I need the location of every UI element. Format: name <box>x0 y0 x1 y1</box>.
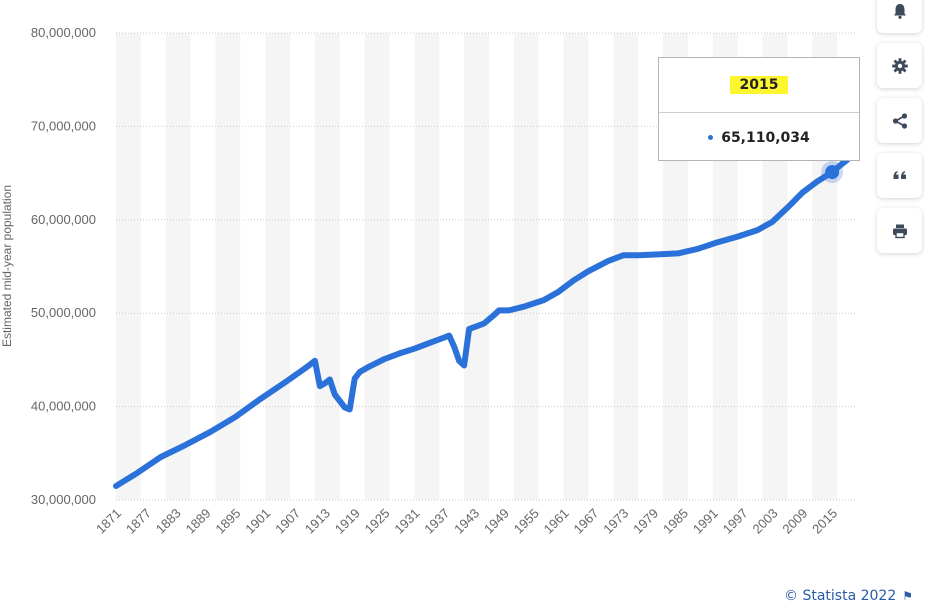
highlight-point[interactable] <box>825 165 840 180</box>
share-button[interactable] <box>877 98 922 143</box>
notification-button[interactable] <box>877 0 922 33</box>
y-axis-ticks: 30,000,000 40,000,000 50,000,000 60,000,000… <box>31 25 96 507</box>
x-tick-label: 1895 <box>212 506 243 537</box>
population-series-line[interactable] <box>113 157 851 489</box>
plot-bands <box>116 33 838 500</box>
tooltip-value: 65,110,034 <box>721 129 810 146</box>
plot-band <box>265 33 291 500</box>
y-tick-label: 30,000,000 <box>31 492 96 507</box>
plot-band <box>364 33 390 500</box>
plot-band <box>116 33 141 500</box>
plot-band <box>414 33 440 500</box>
x-tick-label: 1991 <box>690 506 721 537</box>
x-tick-label: 1925 <box>362 506 393 537</box>
x-tick-label: 1889 <box>183 506 214 537</box>
x-tick-label: 1997 <box>720 506 751 537</box>
flag-icon: ⚑ <box>902 589 913 603</box>
statista-credit[interactable]: © Statista 2022 ⚑ <box>784 588 913 604</box>
tooltip-year: 2015 <box>729 76 789 94</box>
cite-button[interactable] <box>877 153 922 198</box>
y-tick-label: 40,000,000 <box>31 399 96 414</box>
plot-band <box>613 33 639 500</box>
tooltip-series-dot <box>708 135 714 140</box>
x-tick-label: 1883 <box>153 506 184 537</box>
x-tick-label: 1949 <box>481 506 512 537</box>
y-axis-label: Estimated mid-year population <box>0 185 14 347</box>
tooltip-header: 2015 <box>659 58 859 113</box>
x-tick-label: 1871 <box>93 506 124 537</box>
quote-icon <box>893 170 906 179</box>
x-tick-label: 2015 <box>809 506 840 537</box>
x-tick-label: 1973 <box>600 506 631 537</box>
x-tick-label: 1913 <box>302 506 333 537</box>
x-axis-ticks: 1871187718831889189519011907191319191925… <box>93 506 840 537</box>
x-tick-label: 2009 <box>779 506 810 537</box>
grid-lines <box>116 32 857 501</box>
print-icon <box>892 224 907 238</box>
x-tick-label: 1907 <box>272 506 303 537</box>
x-tick-label: 1937 <box>421 506 452 537</box>
credit-text[interactable]: © Statista 2022 <box>784 588 897 604</box>
x-tick-label: 1877 <box>123 506 154 537</box>
x-tick-label: 1943 <box>451 506 482 537</box>
tooltip-body: 65,110,034 <box>659 113 859 162</box>
bell-icon <box>893 3 906 19</box>
y-tick-label: 60,000,000 <box>31 212 96 227</box>
plot-band <box>464 33 489 500</box>
x-tick-label: 1955 <box>511 506 542 537</box>
tooltip: 2015 65,110,034 <box>658 57 860 161</box>
x-tick-label: 2003 <box>750 506 781 537</box>
y-tick-label: 70,000,000 <box>31 118 96 133</box>
y-tick-label: 80,000,000 <box>31 25 96 40</box>
plot-band <box>314 33 340 500</box>
x-tick-label: 1979 <box>630 506 661 537</box>
share-icon <box>892 112 907 129</box>
plot-band <box>513 33 539 500</box>
x-tick-label: 1919 <box>332 506 363 537</box>
plot-band <box>563 33 589 500</box>
x-tick-label: 1931 <box>391 506 422 537</box>
y-tick-label: 50,000,000 <box>31 305 96 320</box>
x-tick-label: 1967 <box>570 506 601 537</box>
settings-button[interactable] <box>877 43 922 88</box>
plot-band <box>165 33 191 500</box>
x-tick-label: 1985 <box>660 506 691 537</box>
x-tick-label: 1961 <box>541 506 572 537</box>
x-tick-label: 1901 <box>242 506 273 537</box>
print-button[interactable] <box>877 208 922 253</box>
gear-icon <box>891 57 908 74</box>
